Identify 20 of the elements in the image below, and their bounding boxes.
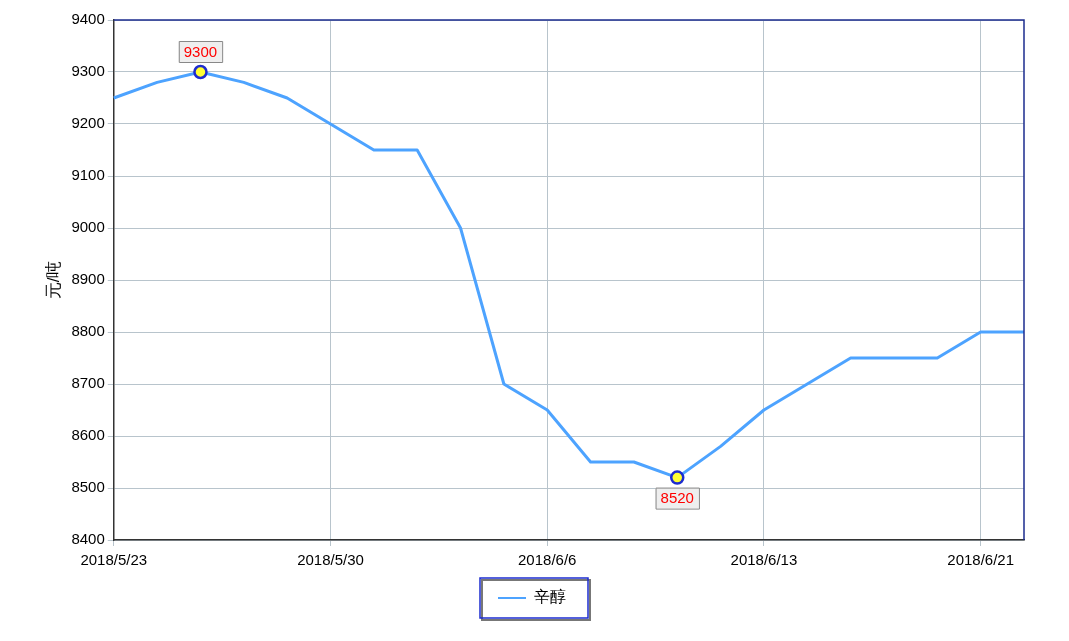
y-tick-label: 9200 bbox=[71, 114, 105, 132]
y-tick-label: 8900 bbox=[71, 270, 105, 288]
y-axis-title: 元/吨 bbox=[43, 260, 63, 300]
x-tick-label: 2018/5/30 bbox=[297, 551, 364, 569]
legend-label: 辛醇 bbox=[534, 588, 566, 606]
y-tick-label: 9400 bbox=[71, 10, 105, 28]
x-tick-label: 2018/6/21 bbox=[947, 551, 1015, 569]
x-tick-label: 2018/6/13 bbox=[730, 551, 798, 569]
y-tick-label: 9300 bbox=[71, 62, 105, 80]
y-tick-label: 8500 bbox=[71, 478, 105, 496]
y-tick-label: 8400 bbox=[71, 530, 105, 548]
y-tick-label: 8800 bbox=[71, 322, 105, 340]
y-tick-label: 9100 bbox=[71, 166, 105, 184]
y-tick-label: 9000 bbox=[71, 218, 105, 236]
x-tick-label: 2018/5/23 bbox=[80, 551, 148, 569]
y-tick-label: 8700 bbox=[71, 374, 105, 392]
x-tick-label: 2018/6/6 bbox=[518, 551, 577, 569]
data-label: 8520 bbox=[660, 489, 694, 507]
y-tick-label: 8600 bbox=[71, 426, 105, 444]
data-label: 9300 bbox=[183, 42, 218, 60]
